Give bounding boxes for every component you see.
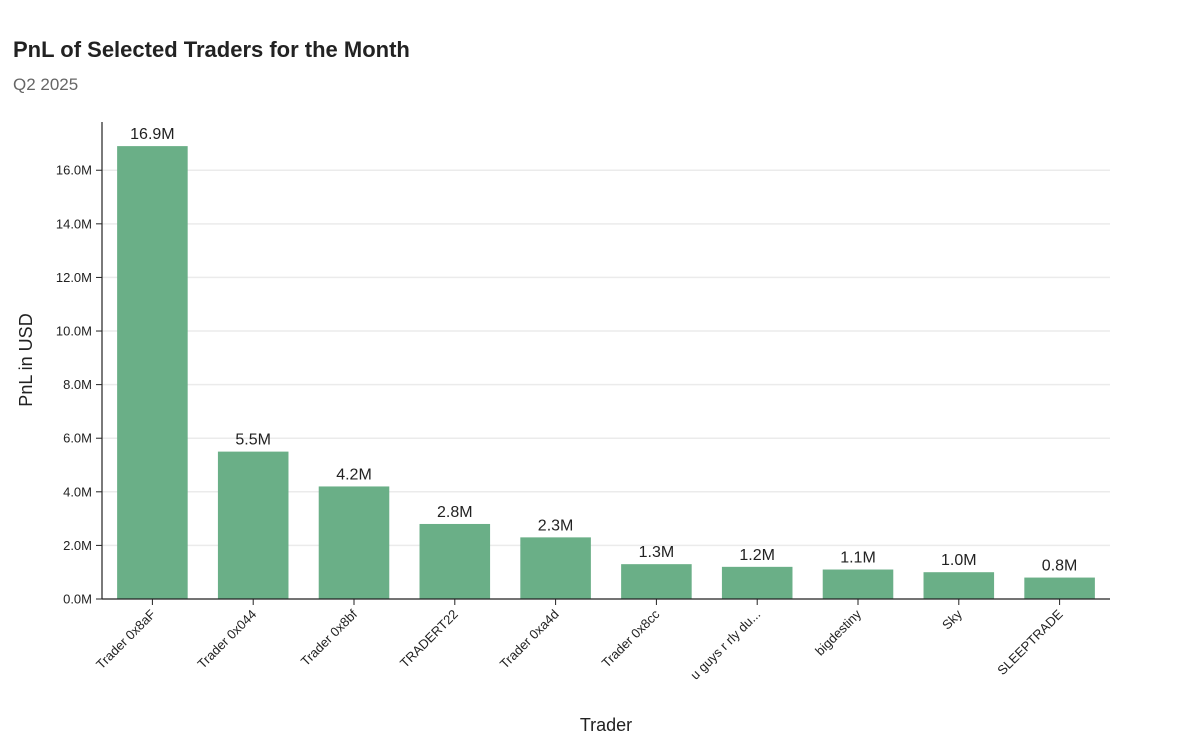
y-axis-title: PnL in USD [16, 313, 36, 406]
bar [621, 564, 692, 599]
bar [721, 566, 793, 599]
y-tick-label: 16.0M [56, 163, 92, 178]
chart-title: PnL of Selected Traders for the Month [13, 37, 410, 62]
x-tick-label: Trader 0xa4d [497, 607, 562, 672]
x-tick-label: TRADERT22 [397, 607, 461, 671]
y-tick-label: 10.0M [56, 324, 92, 339]
bar [923, 572, 995, 599]
bar [117, 146, 188, 599]
x-tick-label: Trader 0x044 [194, 607, 259, 672]
y-tick-label: 4.0M [63, 484, 92, 499]
bar-value-label: 2.8M [437, 504, 473, 521]
bar [318, 486, 390, 599]
x-tick-label: Trader 0x8cc [599, 606, 663, 670]
bar [217, 451, 289, 599]
x-tick-label: SLEEPTRADE [994, 606, 1066, 678]
x-tick-label: Trader 0x8bf [298, 606, 361, 669]
y-tick-label: 14.0M [56, 216, 92, 231]
bars [117, 146, 1095, 599]
y-tick-label: 0.0M [63, 592, 92, 607]
x-tick-label: Trader 0x8aF [93, 606, 158, 671]
x-axis-title: Trader [580, 715, 632, 735]
axes: 0.0M 2.0M 4.0M 6.0M 8.0M 10.0M 12.0M 14.0M 16.0M… [56, 122, 1110, 683]
y-tick-label: 8.0M [63, 377, 92, 392]
x-tick-label: u guys r rly du... [687, 607, 763, 683]
bar-value-label: 4.2M [336, 466, 372, 483]
bar-value-label: 1.2M [739, 547, 775, 564]
chart-subtitle: Q2 2025 [13, 75, 79, 94]
bar [520, 537, 591, 599]
bar [822, 569, 894, 599]
x-tick-label: bigdestiny [812, 606, 864, 658]
gridlines [102, 169, 1110, 547]
bar-value-label: 0.8M [1042, 558, 1078, 575]
bar [1024, 577, 1095, 599]
bar [419, 523, 491, 599]
bar-value-label: 16.9M [130, 126, 174, 143]
bar-value-label: 1.3M [639, 544, 675, 561]
y-tick-label: 12.0M [56, 270, 92, 285]
x-tick-label: Sky [939, 606, 965, 632]
value-labels: 16.9M 5.5M 4.2M 2.8M 2.3M 1.3M 1.2M 1.1M 1.0M 0.8… [130, 126, 1077, 574]
bar-value-label: 1.1M [840, 550, 876, 567]
bar-value-label: 1.0M [941, 552, 977, 569]
bar-value-label: 5.5M [235, 432, 271, 449]
bar-value-label: 2.3M [538, 517, 574, 534]
y-tick-label: 2.0M [63, 538, 92, 553]
y-tick-label: 6.0M [63, 431, 92, 446]
